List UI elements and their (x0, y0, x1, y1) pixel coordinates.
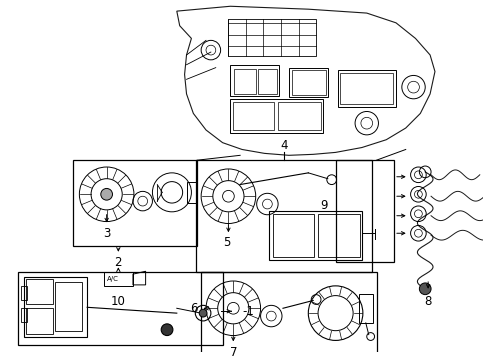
Text: -1: -1 (242, 305, 253, 318)
Text: 9: 9 (320, 199, 327, 212)
Bar (196, 160, 371, 272)
Circle shape (419, 283, 430, 294)
Bar (335, 160, 393, 262)
Text: A/C: A/C (106, 276, 118, 282)
Bar (291, 69, 325, 95)
Text: 7: 7 (229, 346, 237, 359)
Bar (26, 279, 53, 304)
Bar (72, 160, 197, 246)
Bar (340, 72, 392, 104)
Bar (337, 69, 395, 107)
Bar (358, 294, 372, 323)
Bar (278, 102, 320, 130)
Bar (26, 308, 53, 334)
Bar (257, 69, 277, 94)
Text: 8: 8 (424, 295, 431, 308)
Bar (288, 68, 327, 97)
Bar (317, 214, 359, 257)
Circle shape (101, 188, 112, 200)
Bar (186, 182, 196, 203)
Bar (201, 272, 376, 360)
Text: 10: 10 (111, 295, 125, 308)
Text: 2: 2 (114, 256, 122, 269)
Bar (21, 286, 27, 300)
Bar (18, 272, 222, 345)
Text: 4: 4 (280, 139, 287, 152)
Circle shape (161, 324, 173, 336)
Text: 6: 6 (190, 302, 198, 315)
Bar (234, 69, 255, 94)
Text: 3: 3 (103, 227, 110, 240)
Bar (21, 308, 27, 322)
Bar (269, 211, 361, 260)
Circle shape (199, 309, 206, 317)
Bar (233, 102, 274, 130)
Text: 5: 5 (223, 237, 230, 249)
Bar (273, 214, 313, 257)
Bar (55, 282, 82, 331)
Bar (230, 65, 279, 96)
Bar (230, 99, 322, 133)
Bar (228, 19, 315, 56)
Bar (24, 277, 87, 337)
